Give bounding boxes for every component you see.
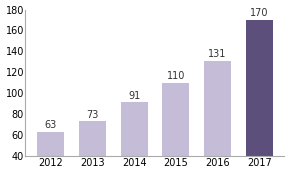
Text: 170: 170 [250, 8, 268, 18]
Text: 73: 73 [86, 110, 99, 120]
Text: 91: 91 [128, 91, 140, 101]
Text: 63: 63 [45, 120, 57, 130]
Bar [121, 102, 148, 174]
Bar [37, 132, 64, 174]
Bar [162, 83, 189, 174]
Text: 131: 131 [208, 49, 227, 59]
Bar [204, 61, 231, 174]
Bar [246, 20, 273, 174]
Text: 110: 110 [166, 71, 185, 81]
Bar [79, 121, 106, 174]
